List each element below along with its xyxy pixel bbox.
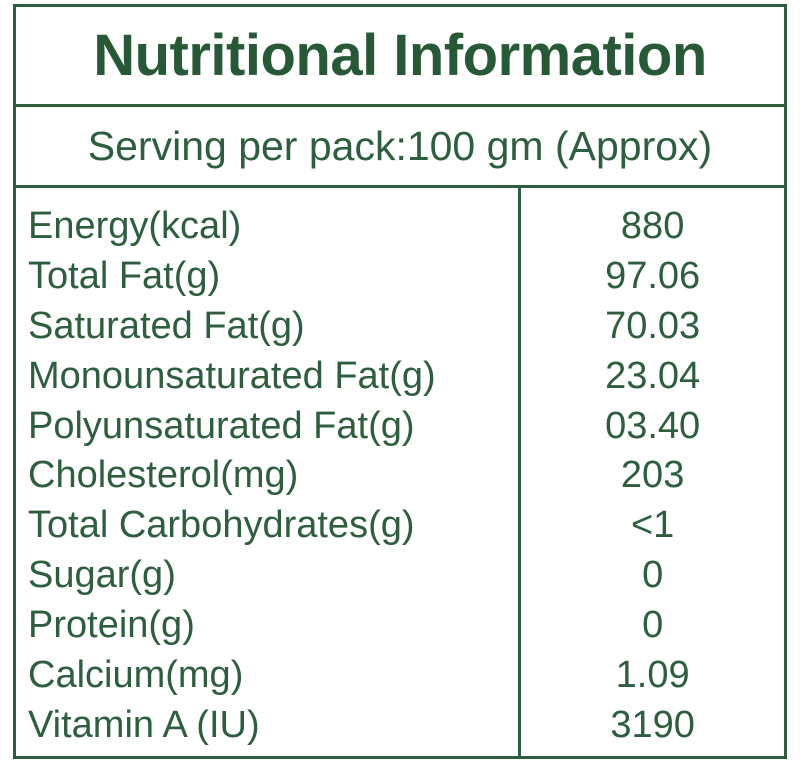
nutrient-value: 1.09 — [615, 653, 690, 696]
nutrient-value: 03.40 — [605, 404, 701, 447]
nutrition-label: Nutritional Information Serving per pack… — [13, 4, 787, 759]
nutrient-value: 0 — [642, 603, 664, 646]
nutrient-value: 97.06 — [605, 255, 701, 298]
nutrient-label: Monounsaturated Fat(g) — [28, 354, 436, 397]
serving-section: Serving per pack:100 gm (Approx) — [16, 107, 784, 188]
nutrient-value: 70.03 — [605, 305, 701, 348]
labels-column: Energy(kcal) Total Fat(g) Saturated Fat(… — [16, 188, 518, 756]
nutrient-label: Sugar(g) — [28, 554, 176, 597]
title-section: Nutritional Information — [16, 7, 784, 107]
nutrient-value: <1 — [630, 504, 675, 547]
values-column: 880 97.06 70.03 23.04 03.40 203 <1 0 0 1… — [518, 188, 784, 756]
nutrient-label: Energy(kcal) — [28, 205, 242, 248]
nutrient-label: Total Fat(g) — [28, 255, 221, 298]
nutrient-label: Polyunsaturated Fat(g) — [28, 404, 415, 447]
nutrient-label: Saturated Fat(g) — [28, 305, 305, 348]
nutrient-value: 880 — [620, 205, 685, 248]
nutrient-value: 0 — [642, 554, 664, 597]
nutrient-label: Calcium(mg) — [28, 653, 244, 696]
page-title: Nutritional Information — [93, 23, 707, 88]
nutrient-value: 3190 — [610, 703, 695, 746]
nutrient-label: Vitamin A (IU) — [28, 703, 260, 746]
nutrition-table: Energy(kcal) Total Fat(g) Saturated Fat(… — [16, 188, 784, 756]
nutrient-label: Total Carbohydrates(g) — [28, 504, 415, 547]
nutrient-label: Cholesterol(mg) — [28, 454, 299, 497]
nutrient-value: 203 — [620, 454, 685, 497]
serving-info: Serving per pack:100 gm (Approx) — [87, 122, 713, 169]
nutrient-value: 23.04 — [605, 354, 701, 397]
nutrient-label: Protein(g) — [28, 603, 195, 646]
